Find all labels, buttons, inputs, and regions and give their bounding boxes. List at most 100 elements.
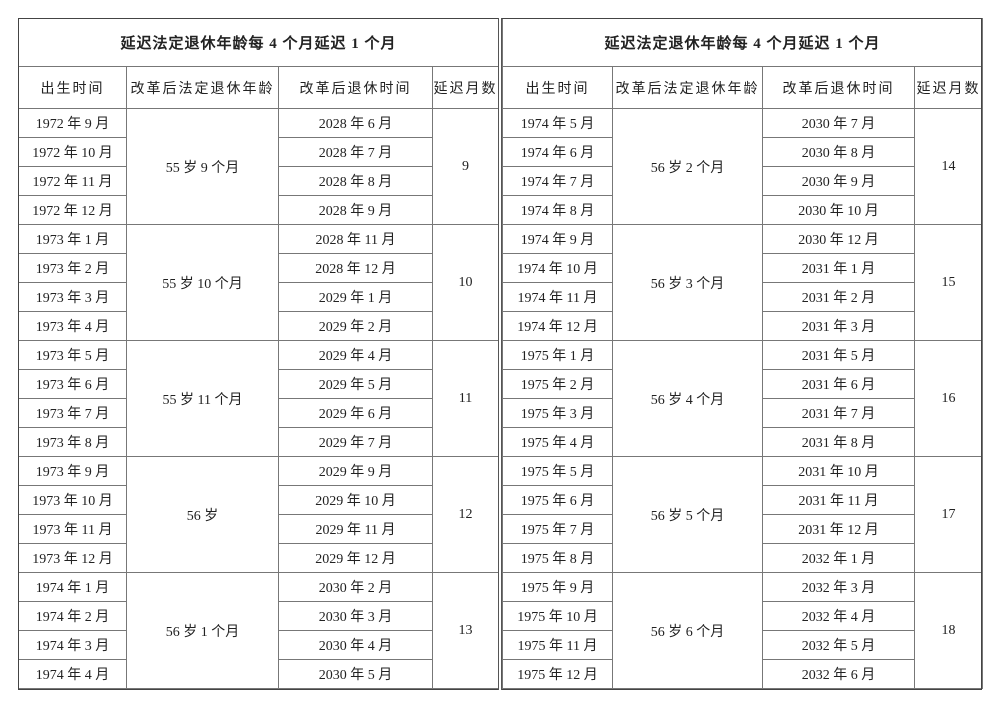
retirement-table-left: 延迟法定退休年龄每 4 个月延迟 1 个月 出生时间 改革后法定退休年龄 改革后…	[17, 18, 500, 689]
retirement-age-cell: 56 岁 5 个月	[612, 456, 763, 573]
retirement-date-cell: 2030 年 10 月	[762, 195, 915, 225]
birth-date-cell: 1975 年 11 月	[502, 630, 613, 660]
birth-date-cell: 1974 年 4 月	[18, 659, 127, 689]
header-age: 改革后法定退休年龄	[612, 66, 763, 109]
birth-date-cell: 1973 年 3 月	[18, 282, 127, 312]
table-row: 1974 年 1 月 56 岁 1 个月 2030 年 2 月 13	[18, 572, 500, 689]
table-row: 1973 年 12 月 2029 年 12 月	[18, 543, 499, 573]
retirement-date-cell: 2032 年 5 月	[762, 630, 915, 660]
table-row: 1975 年 5 月 56 岁 5 个月 2031 年 10 月 17	[502, 456, 984, 573]
retirement-date-cell: 2028 年 6 月	[278, 108, 433, 138]
table-row: 1974 年 9 月 56 岁 3 个月 2030 年 12 月 15	[502, 224, 984, 341]
retirement-date-cell: 2031 年 6 月	[762, 369, 915, 399]
retirement-date-cell: 2032 年 6 月	[762, 659, 915, 689]
table-row: 1974 年 11 月 2031 年 2 月	[502, 282, 983, 312]
retirement-date-cell: 2031 年 3 月	[762, 311, 915, 341]
header-retire: 改革后退休时间	[762, 66, 915, 109]
birth-date-cell: 1973 年 11 月	[18, 514, 127, 544]
retirement-age-cell: 56 岁 4 个月	[612, 340, 763, 457]
birth-date-cell: 1974 年 5 月	[502, 108, 613, 138]
table-row: 1973 年 6 月 2029 年 5 月	[18, 369, 499, 399]
table-row: 1975 年 11 月 2032 年 5 月	[502, 630, 983, 660]
birth-date-cell: 1974 年 10 月	[502, 253, 613, 283]
table-row: 1972 年 11 月 2028 年 8 月	[18, 166, 499, 196]
retirement-date-cell: 2031 年 1 月	[762, 253, 915, 283]
birth-date-cell: 1974 年 8 月	[502, 195, 613, 225]
header-delay: 延迟月数	[913, 66, 984, 109]
delay-months-cell: 16	[913, 340, 984, 457]
table-row: 1975 年 2 月 2031 年 6 月	[502, 369, 983, 399]
retirement-age-cell: 55 岁 10 个月	[126, 224, 279, 341]
table-row: 1974 年 8 月 2030 年 10 月	[502, 195, 983, 225]
retirement-date-cell: 2029 年 5 月	[278, 369, 433, 399]
retirement-date-cell: 2029 年 10 月	[278, 485, 433, 515]
table-row: 1975 年 9 月 56 岁 6 个月 2032 年 3 月 18	[502, 572, 984, 689]
retirement-date-cell: 2031 年 5 月	[762, 340, 915, 370]
retirement-date-cell: 2029 年 11 月	[278, 514, 433, 544]
birth-date-cell: 1974 年 12 月	[502, 311, 613, 341]
birth-date-cell: 1975 年 2 月	[502, 369, 613, 399]
table-title: 延迟法定退休年龄每 4 个月延迟 1 个月	[17, 18, 500, 67]
retirement-age-cell: 56 岁 1 个月	[126, 572, 279, 689]
retirement-table-right: 延迟法定退休年龄每 4 个月延迟 1 个月 出生时间 改革后法定退休年龄 改革后…	[501, 18, 984, 689]
table-row: 1975 年 12 月 2032 年 6 月	[502, 659, 983, 689]
birth-date-cell: 1975 年 12 月	[502, 659, 613, 689]
delay-months-cell: 11	[431, 340, 500, 457]
table-row: 1973 年 11 月 2029 年 11 月	[18, 514, 499, 544]
retirement-date-cell: 2030 年 7 月	[762, 108, 915, 138]
birth-date-cell: 1973 年 6 月	[18, 369, 127, 399]
retirement-date-cell: 2029 年 7 月	[278, 427, 433, 457]
table-row: 1973 年 1 月 55 岁 10 个月 2028 年 11 月 10	[18, 224, 500, 341]
birth-date-cell: 1973 年 10 月	[18, 485, 127, 515]
retirement-date-cell: 2029 年 12 月	[278, 543, 433, 573]
table-row: 1975 年 6 月 2031 年 11 月	[502, 485, 983, 515]
birth-date-cell: 1973 年 5 月	[18, 340, 127, 370]
birth-date-cell: 1975 年 6 月	[502, 485, 613, 515]
table-row: 1974 年 10 月 2031 年 1 月	[502, 253, 983, 283]
birth-date-cell: 1973 年 1 月	[18, 224, 127, 254]
retirement-date-cell: 2031 年 7 月	[762, 398, 915, 428]
table-title: 延迟法定退休年龄每 4 个月延迟 1 个月	[501, 18, 984, 67]
birth-date-cell: 1974 年 7 月	[502, 166, 613, 196]
table-row: 1975 年 3 月 2031 年 7 月	[502, 398, 983, 428]
table-row: 1974 年 7 月 2030 年 9 月	[502, 166, 983, 196]
delay-months-cell: 14	[913, 108, 984, 225]
delay-months-cell: 17	[913, 456, 984, 573]
table-row: 1973 年 9 月 56 岁 2029 年 9 月 12	[18, 456, 500, 573]
birth-date-cell: 1973 年 9 月	[18, 456, 127, 486]
retirement-date-cell: 2031 年 11 月	[762, 485, 915, 515]
delay-months-cell: 9	[431, 108, 500, 225]
retirement-age-cell: 56 岁 6 个月	[612, 572, 763, 689]
birth-date-cell: 1974 年 2 月	[18, 601, 127, 631]
retirement-date-cell: 2028 年 11 月	[278, 224, 433, 254]
retirement-age-cell: 55 岁 9 个月	[126, 108, 279, 225]
birth-date-cell: 1972 年 12 月	[18, 195, 127, 225]
table-row: 1975 年 1 月 56 岁 4 个月 2031 年 5 月 16	[502, 340, 984, 457]
retirement-age-cell: 56 岁	[126, 456, 279, 573]
birth-date-cell: 1972 年 11 月	[18, 166, 127, 196]
header-retire: 改革后退休时间	[278, 66, 433, 109]
table-row: 1975 年 4 月 2031 年 8 月	[502, 427, 983, 457]
table-row: 1974 年 12 月 2031 年 3 月	[502, 311, 983, 341]
delay-months-cell: 18	[913, 572, 984, 689]
retirement-date-cell: 2032 年 4 月	[762, 601, 915, 631]
birth-date-cell: 1974 年 1 月	[18, 572, 127, 602]
retirement-date-cell: 2028 年 8 月	[278, 166, 433, 196]
birth-date-cell: 1975 年 3 月	[502, 398, 613, 428]
birth-date-cell: 1973 年 12 月	[18, 543, 127, 573]
birth-date-cell: 1974 年 9 月	[502, 224, 613, 254]
table-row: 1974 年 4 月 2030 年 5 月	[18, 659, 499, 689]
table-row: 1973 年 7 月 2029 年 6 月	[18, 398, 499, 428]
header-birth: 出生时间	[18, 66, 127, 109]
table-row: 1975 年 10 月 2032 年 4 月	[502, 601, 983, 631]
delay-months-cell: 10	[431, 224, 500, 341]
table-row: 1972 年 10 月 2028 年 7 月	[18, 137, 499, 167]
retirement-date-cell: 2031 年 12 月	[762, 514, 915, 544]
birth-date-cell: 1973 年 4 月	[18, 311, 127, 341]
delay-months-cell: 15	[913, 224, 984, 341]
retirement-age-cell: 55 岁 11 个月	[126, 340, 279, 457]
retirement-date-cell: 2030 年 5 月	[278, 659, 433, 689]
birth-date-cell: 1972 年 10 月	[18, 137, 127, 167]
delay-months-cell: 13	[431, 572, 500, 689]
